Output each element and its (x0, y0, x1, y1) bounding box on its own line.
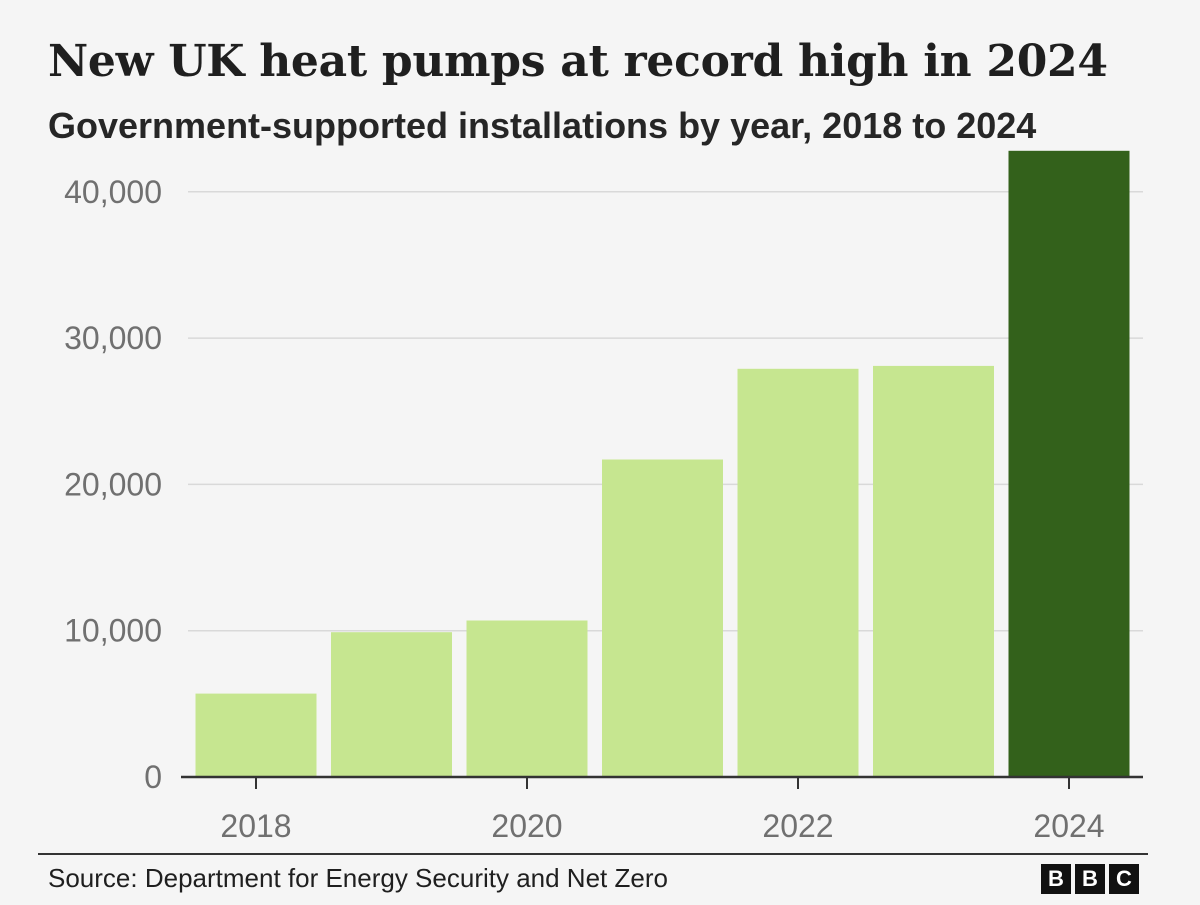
y-axis-labels: 0 10,000 20,000 30,000 40,000 (64, 174, 162, 795)
bbc-logo-letter-b1: B (1041, 864, 1071, 894)
y-tick-label-40000: 40,000 (64, 174, 162, 210)
x-tick-label-2022: 2022 (762, 808, 833, 844)
chart-subtitle: Government-supported installations by ye… (48, 105, 1037, 146)
bars (195, 150, 1130, 778)
y-tick-label-20000: 20,000 (64, 466, 162, 502)
x-tick-label-2020: 2020 (491, 808, 562, 844)
bar-chart: 2018 2020 2022 2024 0 10,000 20,000 30,000 40,0… (64, 150, 1143, 844)
bar-2023 (873, 365, 994, 777)
x-tick-label-2024: 2024 (1033, 808, 1104, 844)
bar-2024 (1008, 150, 1130, 778)
footer-divider (38, 853, 1148, 855)
bbc-logo-letter-c: C (1109, 864, 1139, 894)
bbc-logo: B B C (1041, 864, 1139, 894)
chart-title: New UK heat pumps at record high in 2024 (48, 36, 1108, 87)
source-note: Source: Department for Energy Security a… (48, 863, 668, 893)
y-tick-label-0: 0 (144, 759, 162, 795)
bar-2020 (466, 620, 588, 777)
bar-2022 (737, 368, 859, 777)
bbc-logo-letter-b2: B (1075, 864, 1105, 894)
y-tick-label-10000: 10,000 (64, 613, 162, 649)
bar-2021 (602, 459, 723, 777)
bar-2019 (331, 632, 452, 777)
bar-2018 (195, 693, 317, 777)
y-tick-label-30000: 30,000 (64, 320, 162, 356)
x-axis: 2018 2020 2022 2024 (181, 775, 1143, 844)
x-tick-label-2018: 2018 (220, 808, 291, 844)
